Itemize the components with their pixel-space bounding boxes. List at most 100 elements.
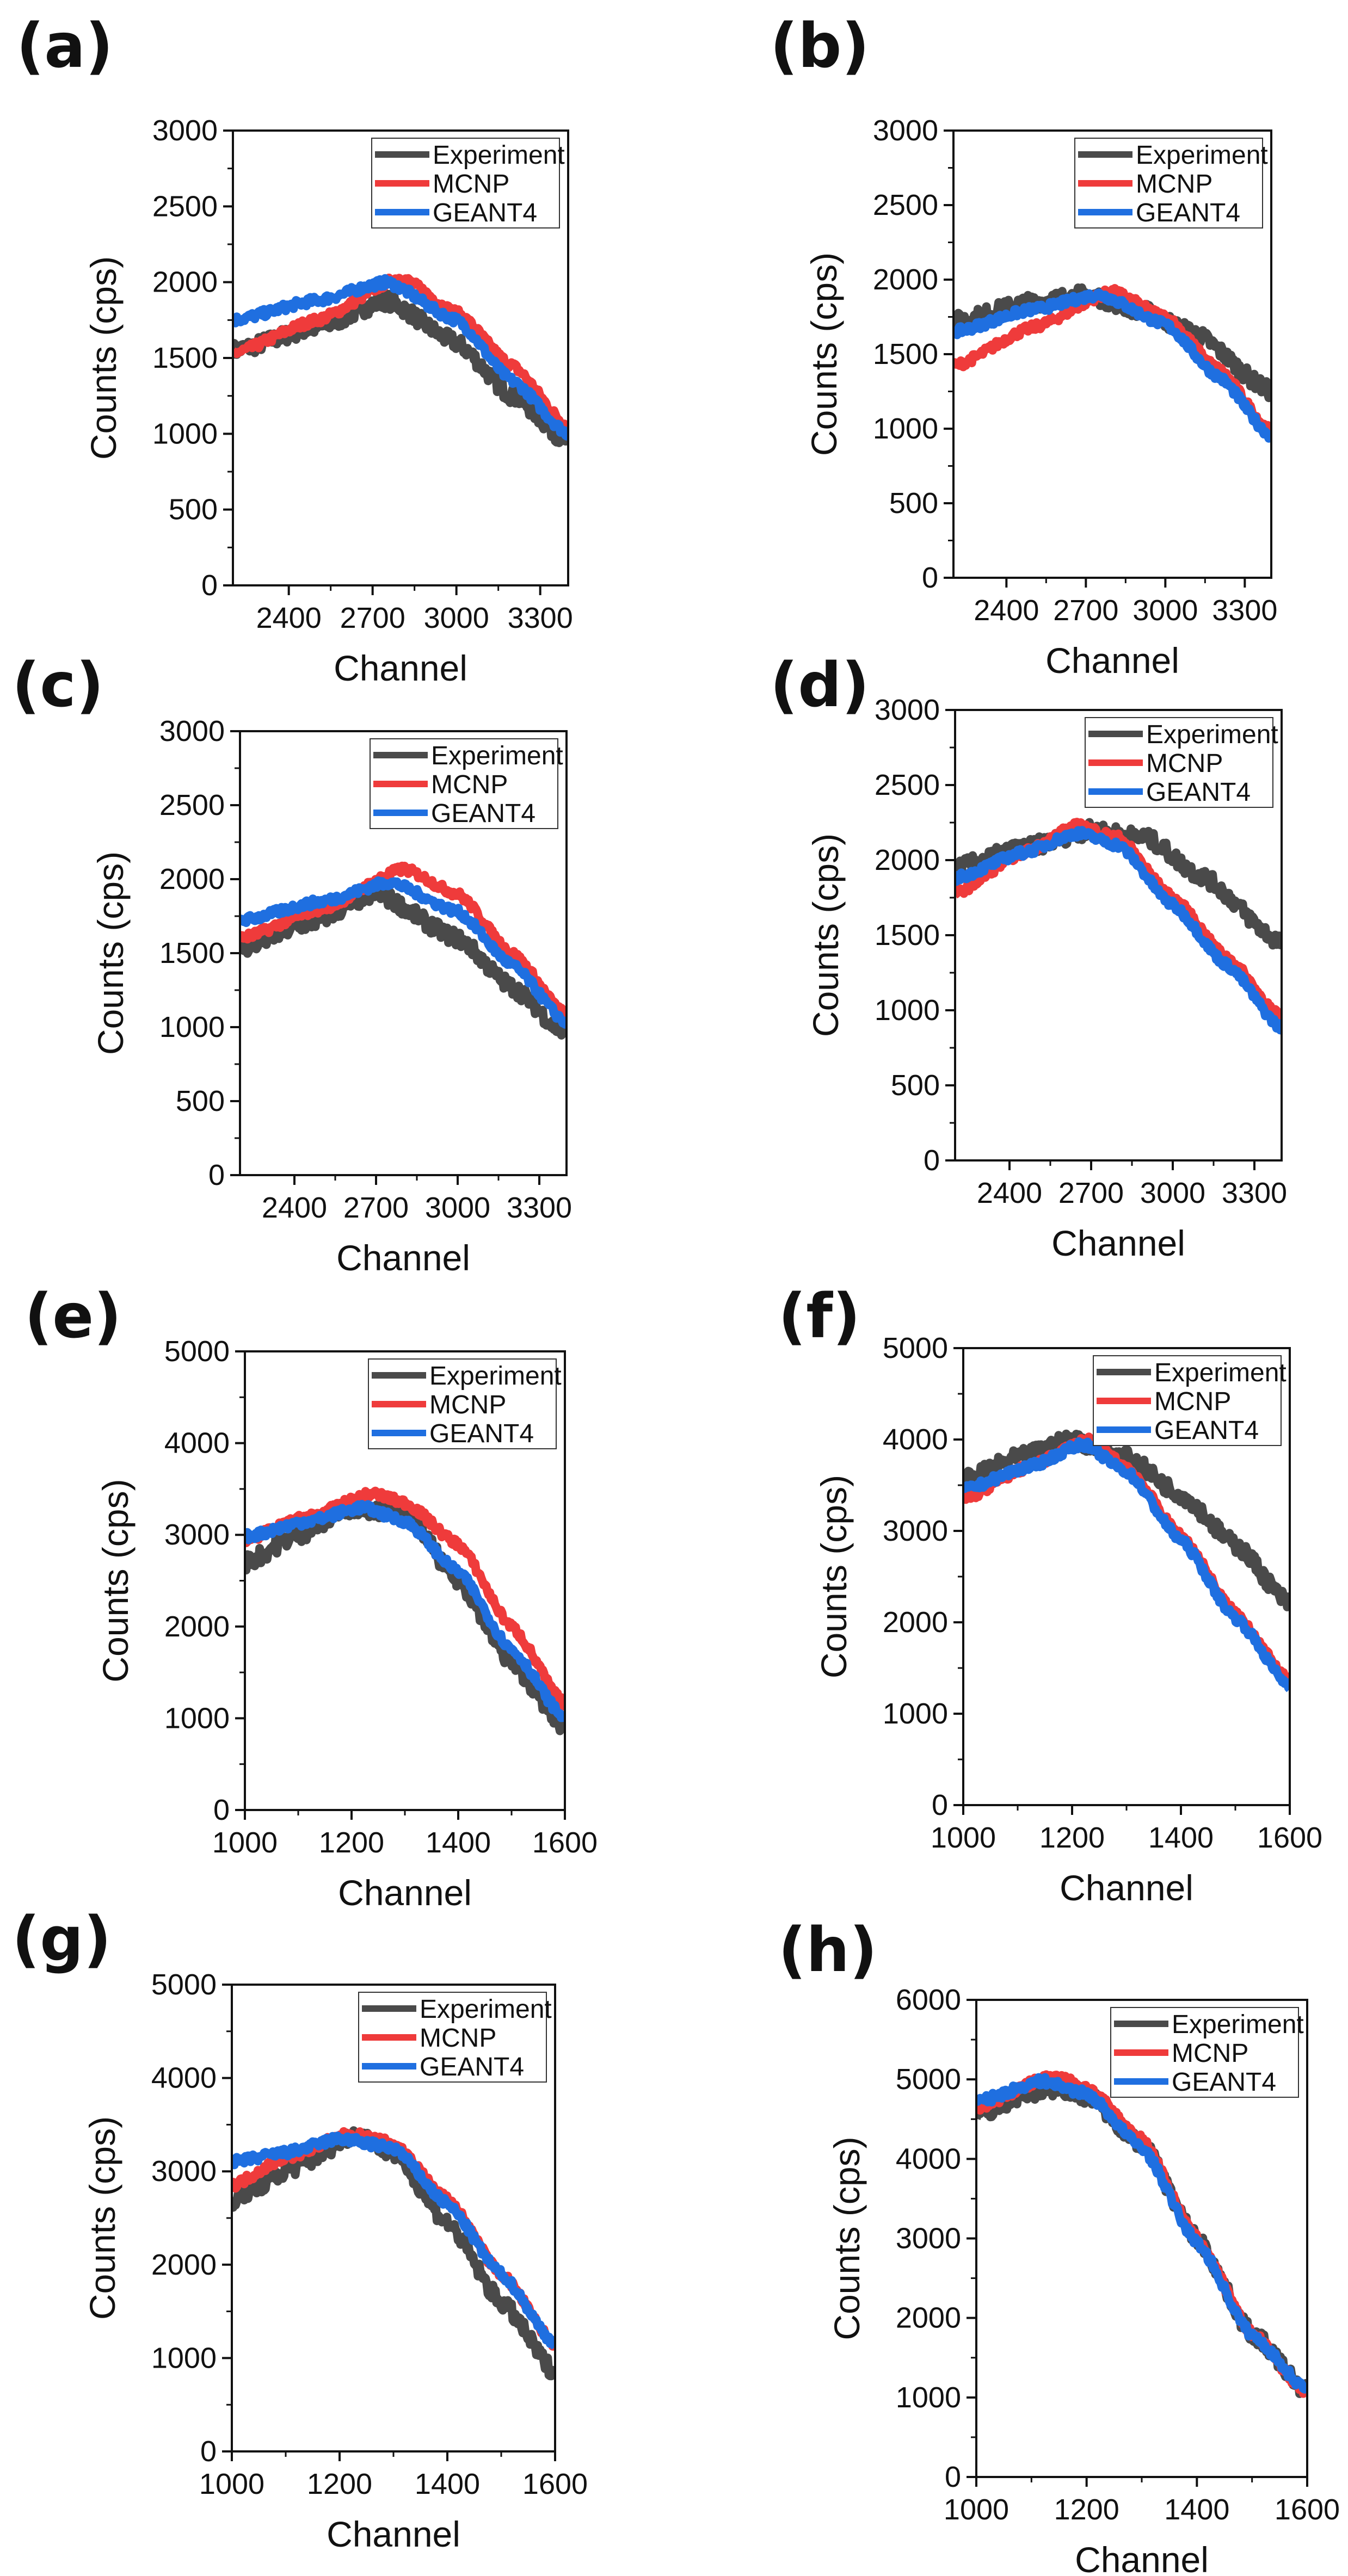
y-tick-label: 2500 [873, 189, 938, 221]
legend-label: Experiment [1154, 1358, 1287, 1387]
panel-label: (a) [16, 11, 113, 82]
legend-label: GEANT4 [420, 2053, 524, 2081]
y-tick-label: 3000 [883, 1515, 948, 1547]
y-tick-label: 2500 [875, 769, 940, 801]
y-tick-label: 2000 [883, 1606, 948, 1639]
y-tick-label: 2000 [164, 1610, 230, 1643]
x-tick-label: 1400 [415, 2468, 480, 2500]
y-tick-label: 2000 [152, 266, 218, 299]
y-tick-label: 3000 [152, 114, 218, 147]
y-tick-label: 2500 [159, 789, 225, 821]
x-tick-label: 2400 [977, 1177, 1042, 1209]
series-line-mcnp [233, 273, 568, 434]
x-tick-label: 1000 [199, 2468, 264, 2500]
y-tick-label: 2500 [152, 190, 218, 223]
y-tick-label: 0 [208, 1159, 225, 1191]
y-tick-label: 0 [924, 1144, 940, 1177]
x-tick-label: 1000 [212, 1826, 278, 1859]
x-tick-label: 1600 [1275, 2493, 1340, 2526]
legend-label: Experiment [420, 1995, 552, 2024]
y-tick-label: 2000 [875, 844, 940, 876]
y-tick-label: 4000 [151, 2062, 217, 2095]
y-tick-label: 3000 [873, 114, 938, 147]
x-tick-label: 2700 [343, 1191, 409, 1224]
legend-label: MCNP [433, 170, 509, 199]
series-line-geant4 [240, 876, 567, 1029]
x-axis-title: Channel [336, 1238, 470, 1278]
y-tick-label: 4000 [883, 1423, 948, 1456]
legend-label: MCNP [420, 2024, 496, 2053]
x-tick-label: 1600 [522, 2468, 588, 2500]
series-line-experiment [233, 289, 568, 447]
x-axis-title: Channel [334, 648, 467, 688]
x-tick-label: 1000 [944, 2493, 1009, 2526]
panel-label: (d) [770, 650, 870, 721]
x-tick-label: 2700 [340, 602, 405, 634]
x-axis-title: Channel [1045, 640, 1179, 681]
series-line-geant4 [233, 274, 568, 441]
x-tick-label: 2700 [1053, 594, 1118, 627]
legend-label: Experiment [433, 141, 565, 170]
x-tick-label: 2400 [262, 1191, 327, 1224]
y-tick-label: 3000 [151, 2155, 217, 2188]
y-tick-label: 1000 [875, 994, 940, 1027]
x-tick-label: 2400 [256, 602, 322, 634]
x-tick-label: 2400 [974, 594, 1039, 627]
x-tick-label: 1200 [1039, 1821, 1105, 1854]
x-tick-label: 1400 [1164, 2493, 1229, 2526]
legend-label: MCNP [1172, 2039, 1248, 2068]
y-tick-label: 500 [169, 493, 218, 526]
y-tick-label: 4000 [896, 2142, 961, 2175]
y-tick-label: 1500 [152, 342, 218, 374]
x-tick-label: 3000 [1132, 594, 1198, 627]
y-tick-label: 1000 [164, 1702, 230, 1734]
y-tick-label: 1500 [875, 919, 940, 952]
y-tick-label: 500 [889, 487, 938, 520]
x-axis-title: Channel [327, 2514, 460, 2554]
x-tick-label: 1600 [532, 1826, 598, 1859]
legend-label: GEANT4 [1172, 2068, 1276, 2097]
y-tick-label: 0 [200, 2435, 217, 2468]
y-tick-label: 4000 [164, 1427, 230, 1460]
y-axis-title: Counts (cps) [83, 256, 124, 460]
y-tick-label: 5000 [164, 1335, 230, 1368]
y-tick-label: 5000 [896, 2063, 961, 2096]
y-tick-label: 3000 [159, 715, 225, 748]
y-axis-title: Counts (cps) [827, 2136, 867, 2340]
panel-label: (f) [778, 1281, 861, 1352]
x-tick-label: 1200 [307, 2468, 372, 2500]
series-line-geant4 [245, 1500, 565, 1722]
legend-label: MCNP [1136, 170, 1212, 199]
y-tick-label: 1000 [151, 2342, 217, 2374]
y-tick-label: 1500 [873, 338, 938, 370]
series-line-geant4 [955, 826, 1282, 1035]
legend-label: GEANT4 [1154, 1416, 1259, 1445]
y-tick-label: 2000 [151, 2248, 217, 2281]
legend-label: Experiment [1146, 720, 1278, 749]
legend-label: Experiment [1172, 2010, 1304, 2039]
y-tick-label: 0 [932, 1789, 948, 1821]
legend-label: GEANT4 [433, 199, 537, 227]
x-tick-label: 1600 [1257, 1821, 1322, 1854]
legend-label: MCNP [1146, 749, 1223, 778]
legend-label: MCNP [431, 770, 508, 799]
y-tick-label: 6000 [896, 1984, 961, 2016]
y-tick-label: 0 [201, 569, 218, 602]
panel-label: (h) [778, 1915, 878, 1986]
series-line-mcnp [240, 861, 567, 1022]
y-axis-title: Counts (cps) [82, 2116, 122, 2320]
x-axis-title: Channel [1051, 1223, 1185, 1263]
x-tick-label: 3300 [1212, 594, 1277, 627]
x-tick-label: 3300 [508, 602, 573, 634]
series-line-geant4 [976, 2073, 1307, 2394]
x-axis-title: Channel [1060, 1868, 1193, 1908]
legend-label: GEANT4 [1136, 199, 1240, 227]
